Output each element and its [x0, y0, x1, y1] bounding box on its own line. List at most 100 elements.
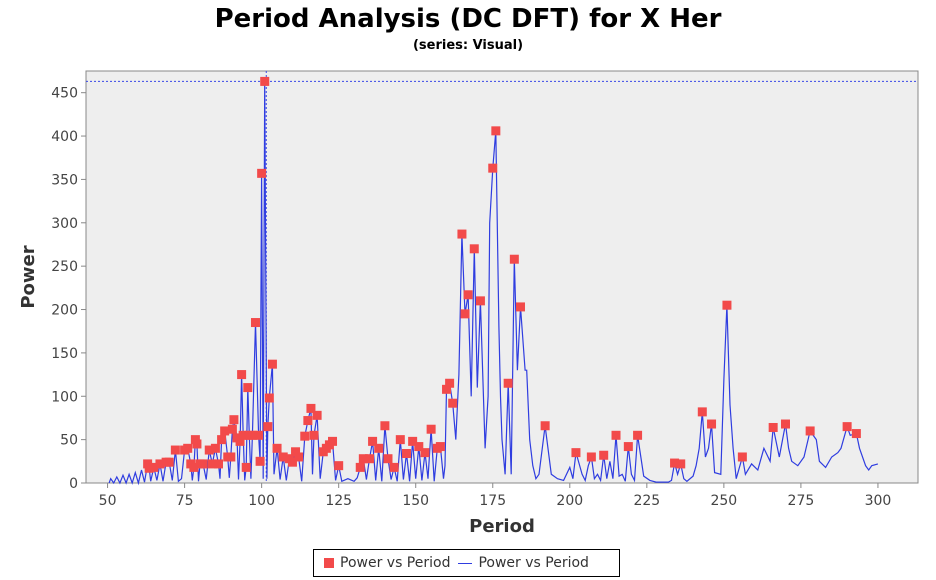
data-point — [571, 448, 581, 458]
x-tick-label: 75 — [176, 493, 194, 509]
y-tick-label: 300 — [51, 216, 78, 232]
data-point — [414, 442, 424, 452]
data-point — [355, 462, 365, 472]
x-tick-label: 225 — [633, 493, 660, 509]
x-tick-label: 275 — [788, 493, 815, 509]
data-point — [243, 383, 253, 393]
data-point — [170, 445, 180, 455]
y-tick-label: 350 — [51, 172, 78, 188]
data-point — [401, 449, 411, 459]
data-point — [334, 461, 344, 471]
data-point — [676, 459, 686, 469]
data-point — [287, 457, 297, 467]
data-point — [235, 436, 245, 446]
data-point — [457, 229, 467, 239]
y-tick-label: 150 — [51, 346, 78, 362]
data-point — [358, 454, 368, 464]
y-axis-label: Power — [18, 245, 39, 308]
axes: 50 75 100 125 150 175 200 225 250 275 300 0 50 100 150… — [51, 86, 891, 509]
data-point — [210, 443, 220, 453]
data-point — [469, 244, 479, 254]
legend-item-line: Power vs Period — [458, 555, 589, 571]
data-point — [435, 442, 445, 452]
x-tick-label: 125 — [325, 493, 352, 509]
x-tick-label: 250 — [710, 493, 737, 509]
data-point — [503, 378, 513, 388]
data-point — [491, 126, 501, 136]
data-point — [460, 309, 470, 319]
data-point — [278, 452, 288, 462]
plot-area — [85, 70, 919, 484]
red-square-icon — [324, 558, 334, 568]
data-point — [611, 430, 621, 440]
data-point — [192, 439, 202, 449]
x-tick-label: 300 — [865, 493, 892, 509]
legend-label-line: Power vs Period — [478, 555, 589, 571]
data-point — [463, 290, 473, 300]
data-point — [155, 459, 165, 469]
y-tick-label: 400 — [51, 129, 78, 145]
data-point — [267, 359, 277, 369]
data-point — [697, 407, 707, 417]
data-point — [623, 442, 633, 452]
data-point — [241, 462, 251, 472]
data-point — [707, 419, 717, 429]
legend-item-points: Power vs Period — [324, 555, 450, 571]
legend-label-points: Power vs Period — [340, 555, 451, 571]
data-point — [263, 422, 273, 432]
data-point — [189, 462, 199, 472]
y-tick-label: 0 — [69, 476, 78, 492]
chart-subtitle: (series: Visual) — [412, 38, 524, 53]
data-point — [229, 415, 239, 425]
y-tick-label: 450 — [51, 86, 78, 102]
data-point — [260, 76, 270, 86]
data-point — [226, 452, 236, 462]
x-axis-label: Period — [469, 516, 535, 537]
x-tick-label: 175 — [479, 493, 506, 509]
data-point — [312, 410, 322, 420]
data-point — [805, 426, 815, 436]
legend: Power vs Period Power vs Period — [313, 549, 620, 577]
data-point — [383, 454, 393, 464]
data-point — [586, 452, 596, 462]
data-point — [198, 459, 208, 469]
data-point — [294, 452, 304, 462]
data-point — [238, 430, 248, 440]
x-tick-label: 150 — [402, 493, 429, 509]
data-point — [442, 384, 452, 394]
data-point — [389, 462, 399, 472]
data-point — [149, 462, 159, 472]
data-point — [448, 398, 458, 408]
data-point — [227, 424, 237, 434]
data-point — [364, 454, 374, 464]
data-point — [254, 430, 264, 440]
data-point — [204, 445, 214, 455]
data-point — [368, 436, 378, 446]
y-tick-label: 50 — [60, 433, 78, 449]
data-point — [374, 443, 384, 453]
data-point — [207, 459, 217, 469]
data-point — [214, 459, 224, 469]
data-point — [300, 431, 310, 441]
data-point — [303, 416, 313, 426]
data-point — [264, 393, 274, 403]
period-chart: 50 75 100 125 150 175 200 225 250 275 300 0 50 100 150… — [18, 70, 919, 537]
data-point — [768, 422, 778, 432]
data-point — [445, 378, 455, 388]
data-point — [255, 456, 265, 466]
data-point — [737, 452, 747, 462]
x-tick-label: 200 — [556, 493, 583, 509]
data-point — [475, 296, 485, 306]
data-point — [515, 302, 525, 312]
data-point — [380, 421, 390, 431]
x-tick-label: 50 — [99, 493, 117, 509]
chart-title: Period Analysis (DC DFT) for X Her — [214, 4, 722, 34]
data-point — [599, 450, 609, 460]
y-tick-label: 250 — [51, 259, 78, 275]
data-point — [420, 448, 430, 458]
data-point — [257, 168, 267, 178]
data-point — [291, 447, 301, 457]
data-point — [722, 300, 732, 310]
data-point — [408, 436, 418, 446]
data-point — [780, 419, 790, 429]
